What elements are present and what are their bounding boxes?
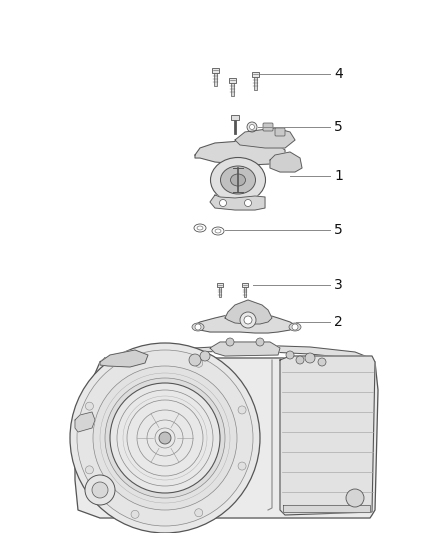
- Circle shape: [346, 489, 364, 507]
- Polygon shape: [100, 350, 148, 367]
- Polygon shape: [210, 195, 265, 210]
- FancyBboxPatch shape: [231, 115, 239, 120]
- FancyBboxPatch shape: [212, 68, 219, 72]
- Text: 4: 4: [334, 67, 343, 81]
- FancyBboxPatch shape: [229, 77, 236, 83]
- Circle shape: [256, 338, 264, 346]
- Polygon shape: [195, 312, 295, 333]
- FancyBboxPatch shape: [275, 128, 285, 136]
- Ellipse shape: [230, 174, 246, 186]
- Circle shape: [244, 199, 251, 206]
- Polygon shape: [280, 356, 375, 515]
- Circle shape: [286, 351, 294, 359]
- Polygon shape: [75, 412, 95, 432]
- Polygon shape: [270, 152, 302, 172]
- Circle shape: [240, 312, 256, 328]
- Polygon shape: [195, 140, 285, 165]
- Circle shape: [92, 482, 108, 498]
- Circle shape: [244, 316, 252, 324]
- Text: 3: 3: [334, 278, 343, 292]
- Polygon shape: [105, 345, 375, 362]
- Circle shape: [238, 462, 246, 470]
- Circle shape: [247, 122, 257, 132]
- Circle shape: [70, 343, 260, 533]
- Text: 1: 1: [334, 169, 343, 183]
- Circle shape: [110, 383, 220, 493]
- Circle shape: [238, 406, 246, 414]
- Circle shape: [219, 199, 226, 206]
- Circle shape: [292, 324, 298, 330]
- Circle shape: [131, 510, 139, 518]
- Text: 5: 5: [334, 223, 343, 237]
- Circle shape: [93, 366, 237, 510]
- Circle shape: [195, 359, 203, 367]
- Circle shape: [250, 125, 254, 130]
- FancyBboxPatch shape: [251, 71, 258, 77]
- Circle shape: [296, 356, 304, 364]
- Bar: [230, 83, 233, 95]
- Circle shape: [159, 432, 171, 444]
- FancyBboxPatch shape: [242, 283, 248, 287]
- Circle shape: [226, 338, 234, 346]
- Polygon shape: [75, 358, 378, 518]
- FancyBboxPatch shape: [263, 123, 273, 131]
- Text: 2: 2: [334, 315, 343, 329]
- Circle shape: [85, 475, 115, 505]
- Circle shape: [85, 466, 93, 474]
- FancyBboxPatch shape: [217, 283, 223, 287]
- Text: 5: 5: [334, 120, 343, 134]
- Bar: [213, 72, 216, 85]
- Ellipse shape: [192, 323, 204, 331]
- Circle shape: [131, 358, 139, 366]
- Polygon shape: [210, 342, 280, 356]
- Circle shape: [200, 351, 210, 361]
- Circle shape: [318, 358, 326, 366]
- Ellipse shape: [211, 157, 265, 203]
- Circle shape: [77, 350, 253, 526]
- Bar: [244, 287, 246, 297]
- Polygon shape: [225, 300, 272, 324]
- Circle shape: [195, 508, 203, 516]
- Circle shape: [195, 324, 201, 330]
- Circle shape: [85, 402, 93, 410]
- Ellipse shape: [289, 323, 301, 331]
- Circle shape: [305, 353, 315, 363]
- Circle shape: [189, 354, 201, 366]
- Circle shape: [105, 378, 225, 498]
- Bar: [219, 287, 221, 297]
- Polygon shape: [235, 128, 295, 148]
- Ellipse shape: [220, 166, 255, 194]
- Bar: [254, 77, 257, 90]
- Polygon shape: [283, 505, 370, 512]
